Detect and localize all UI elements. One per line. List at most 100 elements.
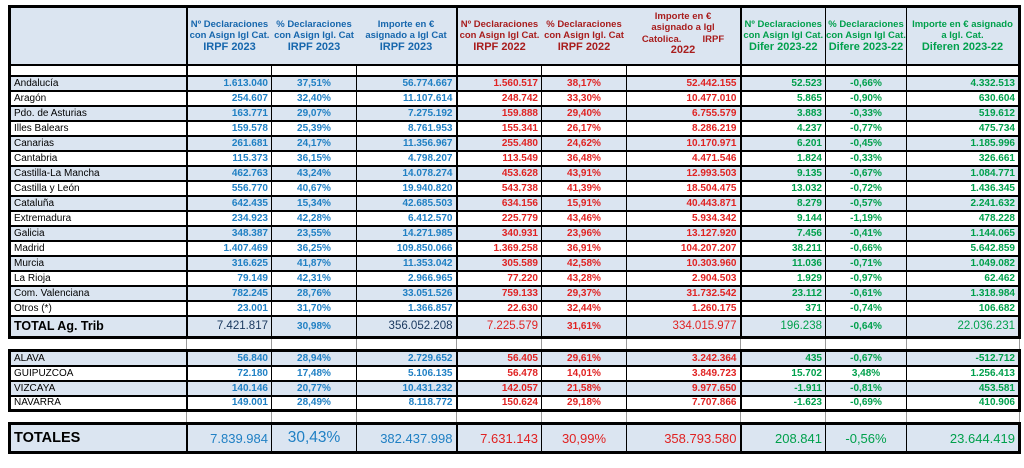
value-importe-2022: 52.442.155	[626, 75, 741, 92]
value-importe-2022: 10.170.971	[626, 135, 741, 152]
spacer-cell	[541, 410, 627, 424]
spacer-cell	[825, 410, 907, 424]
value-pct-2023: 40,67%	[271, 180, 357, 197]
header-row: Nº Declaraciones con Asign Igl Cat. IRPF 2…	[8, 5, 1021, 66]
value-importe-2023: 2.729.652	[356, 349, 457, 367]
value-pct-2022: 43,91%	[541, 165, 627, 182]
value-n-2022: 7.631.143	[455, 422, 542, 454]
value-n-difer: 371	[739, 300, 826, 317]
value-pct-2023: 30,43%	[271, 422, 357, 454]
value-pct-2022: 36,48%	[541, 150, 627, 167]
value-pct-difere: -0,97%	[825, 270, 907, 287]
row-extremadura: Extremadura 234.923 42,28% 6.412.570 225.779…	[8, 210, 1021, 227]
value-importe-2022: 31.732.542	[626, 285, 741, 302]
value-n-2023: 7.839.984	[185, 422, 272, 454]
value-n-2022: 113.549	[455, 150, 542, 167]
spacer-cell	[456, 410, 542, 424]
value-pct-difere: -0,57%	[825, 195, 907, 212]
header-line: IRPF 2023	[203, 40, 256, 53]
value-pct-2022: 14,01%	[541, 365, 627, 382]
value-pct-2022: 30,99%	[541, 422, 627, 454]
value-n-difer: 6.201	[739, 135, 826, 152]
value-n-2022: 305.589	[455, 255, 542, 272]
value-importe-2022: 104.207.207	[626, 240, 741, 257]
region-label: Murcia	[8, 255, 188, 272]
col-header-importe-diferen: Importe en € asignado a Igl. Cat. Diferen …	[906, 5, 1021, 66]
value-importe-2023: 7.275.192	[356, 105, 457, 122]
header-line: a Igl. Cat.	[941, 30, 984, 41]
value-importe-diferen: 22.036.231	[906, 315, 1021, 339]
value-pct-difere: -0,64%	[825, 315, 907, 339]
irpf-asignacion-table: Nº Declaraciones con Asign Igl Cat. IRPF 2…	[8, 5, 1021, 454]
value-pct-2022: 32,44%	[541, 300, 627, 317]
region-label: Canarias	[8, 135, 188, 152]
value-importe-diferen: 1.318.984	[906, 285, 1021, 302]
value-n-difer: 7.456	[739, 225, 826, 242]
value-importe-2022: 18.504.475	[626, 180, 741, 197]
value-n-2022: 340.931	[455, 225, 542, 242]
value-n-difer: 3.883	[739, 105, 826, 122]
value-n-2023: 234.923	[185, 210, 272, 227]
value-n-difer: 1.929	[739, 270, 826, 287]
value-n-2022: 7.225.579	[455, 315, 542, 339]
spacer-cell	[356, 64, 457, 77]
corner-cell	[8, 5, 188, 66]
value-pct-2022: 29,37%	[541, 285, 627, 302]
value-n-difer: 13.032	[739, 180, 826, 197]
page: { "table": { "corner_label": "", "colors…	[0, 5, 1024, 468]
value-importe-diferen: 2.241.632	[906, 195, 1021, 212]
value-pct-difere: -0,56%	[825, 422, 907, 454]
value-n-difer: 435	[739, 349, 826, 367]
value-pct-difere: -0,90%	[825, 90, 907, 107]
region-label: Extremadura	[8, 210, 188, 227]
value-n-difer: 15.702	[739, 365, 826, 382]
value-n-2023: 23.001	[185, 300, 272, 317]
value-pct-2022: 24,62%	[541, 135, 627, 152]
spacer-cell	[740, 337, 826, 351]
value-importe-2022: 4.471.546	[626, 150, 741, 167]
value-n-2022: 150.624	[455, 395, 542, 412]
row-arag-n: Aragón 254.607 32,40% 11.107.614 248.742 33,3…	[8, 90, 1021, 107]
value-n-2022: 142.057	[455, 380, 542, 397]
value-n-2022: 155.341	[455, 120, 542, 137]
value-importe-2022: 3.849.723	[626, 365, 741, 382]
value-importe-diferen: 4.332.513	[906, 75, 1021, 92]
value-n-2023: 556.770	[185, 180, 272, 197]
value-pct-2022: 42,58%	[541, 255, 627, 272]
header-line: asignado a Igl Cat	[365, 30, 447, 41]
spacer-cell	[626, 410, 741, 424]
spacer-cell	[271, 337, 357, 351]
value-n-difer: 4.237	[739, 120, 826, 137]
value-importe-2023: 11.107.614	[356, 90, 457, 107]
spacer-cell	[356, 410, 457, 424]
value-importe-2023: 1.366.857	[356, 300, 457, 317]
value-pct-difere: -0,45%	[825, 135, 907, 152]
value-pct-difere: -0,72%	[825, 180, 907, 197]
value-pct-difere: -0,69%	[825, 395, 907, 412]
value-pct-2022: 29,40%	[541, 105, 627, 122]
value-n-2022: 22.630	[455, 300, 542, 317]
spacer-cell	[825, 337, 907, 351]
header-line: Importe en €	[654, 10, 712, 22]
value-importe-2023: 4.798.207	[356, 150, 457, 167]
value-importe-2023: 14.271.985	[356, 225, 457, 242]
value-n-difer: 11.036	[739, 255, 826, 272]
value-pct-2023: 20,77%	[271, 380, 357, 397]
value-pct-2023: 29,07%	[271, 105, 357, 122]
value-importe-2022: 2.904.503	[626, 270, 741, 287]
value-importe-diferen: 1.185.996	[906, 135, 1021, 152]
value-pct-difere: -0,67%	[825, 165, 907, 182]
row-otros: Otros (*) 23.001 31,70% 1.366.857 22.630 32,4…	[8, 300, 1021, 317]
value-n-difer: 9.144	[739, 210, 826, 227]
spacer-cell	[9, 410, 187, 424]
region-label: La Rioja	[8, 270, 188, 287]
spacer-cell	[9, 337, 187, 351]
value-pct-difere: 3,48%	[825, 365, 907, 382]
value-pct-difere: -0,74%	[825, 300, 907, 317]
value-importe-2023: 8.118.772	[356, 395, 457, 412]
col-header-n-2022: Nº Declaraciones con Asign Igl Cat. IRPF 2…	[455, 5, 542, 66]
region-label: TOTAL Ag. Trib	[8, 315, 188, 339]
region-label: Cataluña	[8, 195, 188, 212]
value-pct-2023: 23,55%	[271, 225, 357, 242]
region-label: Otros (*)	[8, 300, 188, 317]
